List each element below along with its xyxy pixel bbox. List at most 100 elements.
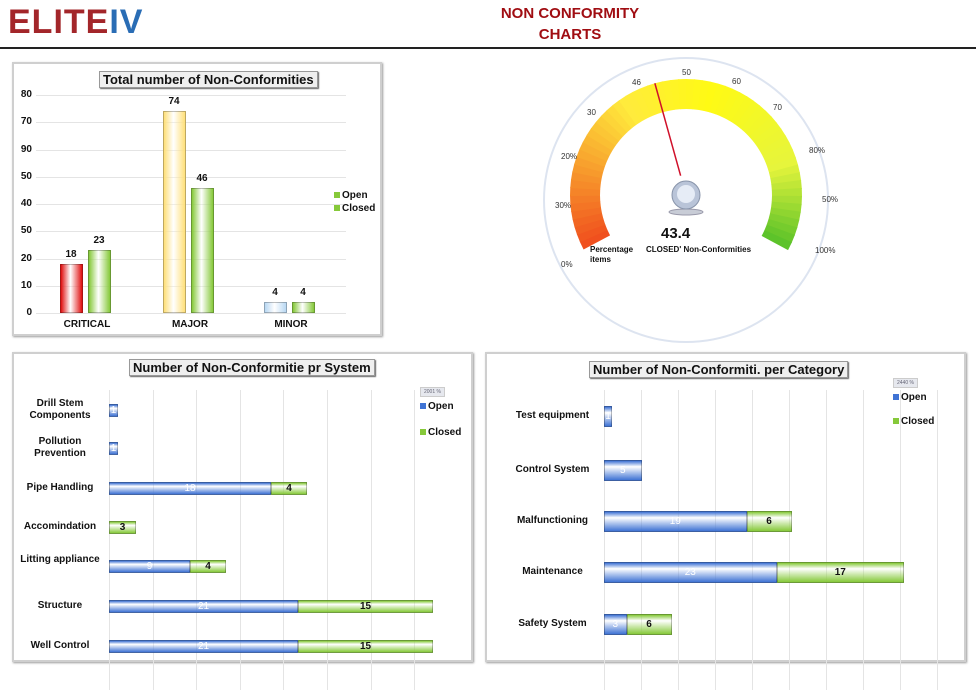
gauge-tick-label: 60 (732, 77, 741, 86)
data-label: 1 (110, 442, 117, 454)
gauge-arc-segment (714, 85, 734, 117)
gauge-needle (654, 83, 682, 176)
gauge-arc-segment (744, 110, 772, 138)
gridline (283, 390, 285, 690)
gauge-arc-segment (606, 104, 632, 133)
gauge-arc-segment (759, 135, 790, 157)
logo-text-blue: IV (109, 3, 144, 41)
gauge-arc-segment (625, 91, 647, 122)
bar-open: 1 (109, 403, 118, 417)
bar-open: 19 (604, 510, 747, 532)
gauge-hub-base (668, 208, 704, 216)
gridline (196, 390, 198, 690)
bar-open: 3 (604, 613, 627, 635)
legend-swatch (334, 192, 340, 198)
legend-closed: Closed (334, 203, 375, 214)
gridline (752, 390, 753, 690)
bar-closed (88, 250, 111, 313)
data-label: 21 (197, 640, 210, 652)
gauge-arc-segment (767, 156, 799, 173)
gauge-arc-segment (735, 100, 761, 129)
chart-title: Number of Non-Conformitie pr System (129, 359, 375, 376)
gauge-arc-segment (709, 83, 726, 115)
gauge-value: 43.4 (661, 225, 691, 242)
data-label: 6 (766, 515, 772, 527)
y-tick-label: 10 (20, 279, 32, 291)
gauge-arc-segment (756, 128, 786, 152)
data-label: 3 (119, 521, 126, 533)
gauge-arc-segment (769, 207, 801, 221)
gauge-tick-label: 50 (682, 68, 691, 77)
gauge-arc-segment (570, 195, 601, 204)
data-label: 4 (205, 560, 211, 572)
data-label: 74 (168, 96, 180, 108)
legend-label: Open (901, 392, 927, 403)
gauge-arc-segment (590, 121, 620, 146)
gauge-arc-segment (697, 80, 711, 111)
bar-closed: 6 (746, 510, 792, 532)
bar-open: 1 (109, 441, 118, 455)
gauge-arc-segment (570, 179, 601, 190)
page-subtitle: CHARTS (538, 26, 602, 43)
gridline (36, 149, 346, 151)
legend-swatch (334, 205, 340, 211)
x-tick-label: CRITICAL (63, 319, 111, 330)
y-tick-label: 20 (20, 252, 32, 264)
data-label: 21 (197, 600, 210, 612)
data-label: 4 (286, 482, 292, 494)
gauge-arc-segment (670, 79, 681, 110)
gridline (109, 390, 110, 690)
gauge-arc-segment (703, 81, 719, 113)
category-label: Test equipment (515, 410, 590, 421)
gauge-arc-segment (654, 81, 669, 113)
gauge-tick-label: 0% (561, 260, 573, 269)
gauge-arc-segment (762, 142, 793, 162)
gridline (715, 390, 716, 690)
logo: ELITEIV (8, 4, 143, 40)
data-label: 15 (359, 600, 372, 612)
gauge-tick-label: 100% (815, 246, 836, 255)
bar-open: 21 (109, 599, 298, 613)
gauge-arc-segment (766, 218, 798, 236)
gauge-arc-segment (771, 187, 802, 197)
gridline (152, 390, 154, 690)
category-label: Maintenance (522, 566, 583, 577)
gauge-arc-segment (771, 180, 802, 191)
gauge-arc-segment (678, 79, 687, 110)
gridline (36, 176, 346, 178)
gauge-caption-left: Percentage items (590, 245, 634, 264)
gridline (604, 390, 605, 690)
category-label: Safety System (518, 618, 587, 629)
gauge-svg (543, 57, 829, 343)
gauge-arc-segment (646, 83, 664, 115)
page-title: NON CONFORMITY (500, 5, 640, 22)
gridline (414, 390, 416, 690)
y-tick-label: 70 (20, 116, 32, 128)
data-label: 1 (605, 410, 611, 422)
gauge-arc-segment (574, 218, 606, 235)
category-label: Pollution Prevention (34, 436, 86, 459)
gauge-arc-segment (768, 213, 800, 229)
category-label: Accomindation (23, 521, 97, 532)
gauge-tick-label: 20% (561, 152, 578, 161)
gauge-arc-segment (765, 149, 796, 168)
gauge-arc-segment (595, 115, 624, 142)
data-label: 18 (65, 248, 77, 260)
legend-label: Closed (342, 203, 376, 214)
data-label: 6 (646, 618, 652, 630)
bar-open: 9 (109, 559, 190, 573)
data-label: 23 (93, 235, 105, 247)
y-tick-label: 90 (20, 143, 32, 155)
bar-closed: 4 (271, 481, 307, 495)
gridline (789, 390, 790, 690)
gauge-arc-segment (764, 224, 795, 244)
gauge-tick-label: 46 (632, 78, 641, 87)
data-label: 9 (146, 560, 153, 572)
gauge-tick-label: 30% (555, 201, 572, 210)
gauge-arc-segment (570, 171, 602, 184)
legend-swatch (893, 394, 899, 400)
gauge-arc-segment (632, 88, 653, 119)
data-label: 17 (834, 566, 846, 578)
bar-open: 18 (109, 481, 271, 495)
gridline (36, 122, 346, 124)
